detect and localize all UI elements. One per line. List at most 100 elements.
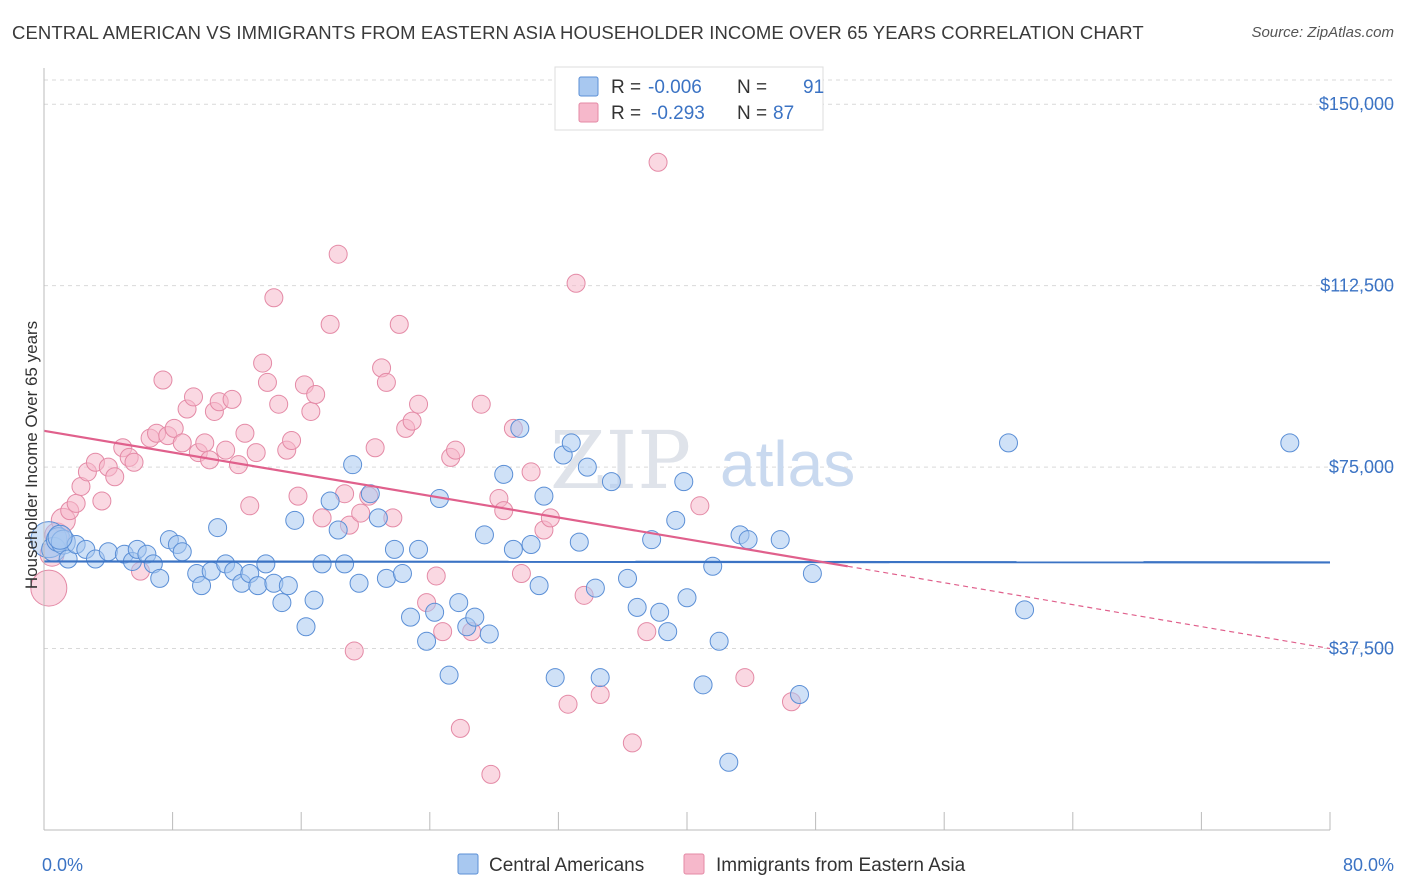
- central-american-point-76: [674, 472, 694, 492]
- central-american-point-88: [1015, 600, 1035, 620]
- central-american-point-31: [285, 510, 305, 530]
- legend-bottom-label-pink: Immigrants from Eastern Asia: [716, 855, 966, 876]
- central-american-point-77: [677, 588, 697, 608]
- central-american-point-79: [703, 556, 723, 576]
- central-american-point-87: [999, 433, 1018, 453]
- legend-bottom-label-blue: Central Americans: [489, 855, 644, 876]
- legend-correlation: R = -0.006 N = 91 R = -0.293 N = 87: [554, 66, 824, 131]
- eastern-asia-point-23: [183, 387, 203, 407]
- legend-r-label-1: R =: [611, 77, 641, 98]
- eastern-asia-point-18: [153, 370, 173, 390]
- trend-line-eastern-asia: [43, 429, 848, 568]
- eastern-asia-point-78: [566, 273, 586, 293]
- central-american-point-58: [510, 418, 530, 438]
- eastern-asia-point-41: [288, 486, 308, 506]
- eastern-asia-point-63: [433, 622, 453, 642]
- eastern-asia-point-65: [446, 440, 466, 460]
- central-american-point-27: [256, 554, 276, 574]
- legend-r-label-2: R =: [611, 103, 641, 124]
- eastern-asia-point-62: [426, 566, 446, 586]
- eastern-asia-point-57: [389, 314, 409, 334]
- eastern-asia-point-20: [164, 418, 184, 438]
- eastern-asia-point-33: [240, 496, 260, 516]
- trend-line-central-americans: [43, 560, 1331, 564]
- eastern-asia-point-84: [690, 496, 710, 516]
- eastern-asia-point-69: [481, 764, 501, 784]
- central-american-point-21: [208, 518, 228, 538]
- central-american-point-30: [278, 576, 298, 596]
- eastern-asia-point-82: [637, 622, 657, 642]
- central-american-point-62: [545, 668, 565, 688]
- central-american-point-55: [479, 624, 499, 644]
- y-tick-labels: $37,500 $75,000 $112,500 $150,000: [1319, 94, 1394, 658]
- central-american-point-29: [272, 593, 292, 613]
- trend-line-eastern-asia-extension: [847, 565, 1331, 650]
- eastern-asia-point-74: [521, 462, 541, 482]
- central-american-point-54: [474, 525, 494, 545]
- eastern-asia-point-47: [328, 244, 348, 264]
- eastern-asia-point-38: [269, 394, 289, 414]
- central-american-point-65: [569, 532, 589, 552]
- central-american-point-53: [465, 607, 485, 627]
- eastern-asia-point-35: [253, 353, 273, 373]
- eastern-asia-point-30: [222, 389, 242, 409]
- eastern-asia-point-43: [301, 401, 321, 421]
- central-american-point-17: [172, 542, 192, 562]
- eastern-asia-point-59: [402, 411, 422, 431]
- central-american-point-80: [709, 631, 729, 651]
- legend-r-value-2: -0.293: [651, 103, 705, 124]
- eastern-asia-point-51: [351, 503, 371, 523]
- central-american-point-90: [47, 524, 73, 550]
- central-american-point-73: [650, 602, 670, 622]
- central-american-point-43: [384, 539, 404, 559]
- eastern-asia-point-50: [344, 641, 364, 661]
- eastern-asia-point-66: [450, 718, 470, 738]
- central-american-point-81: [719, 752, 739, 772]
- central-american-point-8: [98, 542, 118, 562]
- legend-bottom-swatch-pink: [683, 853, 705, 875]
- eastern-asia-point-32: [235, 423, 255, 443]
- eastern-asia-point-34: [246, 443, 266, 463]
- eastern-asia-point-0: [30, 569, 68, 607]
- eastern-asia-point-21: [172, 433, 192, 453]
- central-american-point-89: [1280, 433, 1300, 453]
- eastern-asia-point-5: [66, 493, 86, 513]
- central-american-point-67: [585, 578, 605, 598]
- central-american-point-14: [150, 568, 170, 588]
- eastern-asia-point-45: [312, 508, 332, 528]
- eastern-asia-point-36: [257, 372, 277, 392]
- central-american-point-74: [658, 622, 678, 642]
- legend-swatch-blue: [578, 76, 599, 97]
- central-american-point-84: [770, 530, 790, 550]
- central-american-point-83: [738, 530, 758, 550]
- y-tick-label-2: $112,500: [1320, 276, 1394, 296]
- eastern-asia-point-53: [365, 438, 385, 458]
- eastern-asia-point-77: [558, 694, 578, 714]
- legend-bottom-swatch-blue: [457, 853, 479, 875]
- chart-title: CENTRAL AMERICAN VS IMMIGRANTS FROM EAST…: [12, 22, 1144, 43]
- central-american-point-34: [312, 554, 332, 574]
- central-american-point-78: [693, 675, 713, 695]
- y-tick-label-0: $37,500: [1329, 639, 1394, 659]
- central-american-point-60: [529, 576, 549, 596]
- legend-n-label-2: N =: [737, 103, 767, 124]
- eastern-asia-point-73: [511, 564, 531, 584]
- eastern-asia-point-46: [320, 314, 340, 334]
- central-american-point-50: [439, 665, 459, 685]
- eastern-asia-point-85: [735, 668, 755, 688]
- central-american-point-33: [304, 590, 324, 610]
- central-american-point-26: [248, 576, 268, 596]
- central-american-point-75: [666, 510, 686, 530]
- legend-n-value-1: 91: [803, 77, 824, 98]
- central-american-point-39: [349, 573, 369, 593]
- y-tick-label-3: $150,000: [1319, 94, 1394, 114]
- eastern-asia-point-44: [306, 385, 326, 405]
- central-american-point-56: [494, 464, 514, 484]
- x-tick-labels: 0.0% 80.0%: [42, 855, 1394, 875]
- chart-source: Source: ZipAtlas.com: [1251, 24, 1394, 41]
- legend-r-value-1: -0.006: [648, 77, 702, 98]
- central-american-point-46: [409, 539, 429, 559]
- eastern-asia-point-29: [216, 440, 236, 460]
- y-tick-label-1: $75,000: [1329, 457, 1394, 477]
- eastern-asia-point-14: [124, 452, 144, 472]
